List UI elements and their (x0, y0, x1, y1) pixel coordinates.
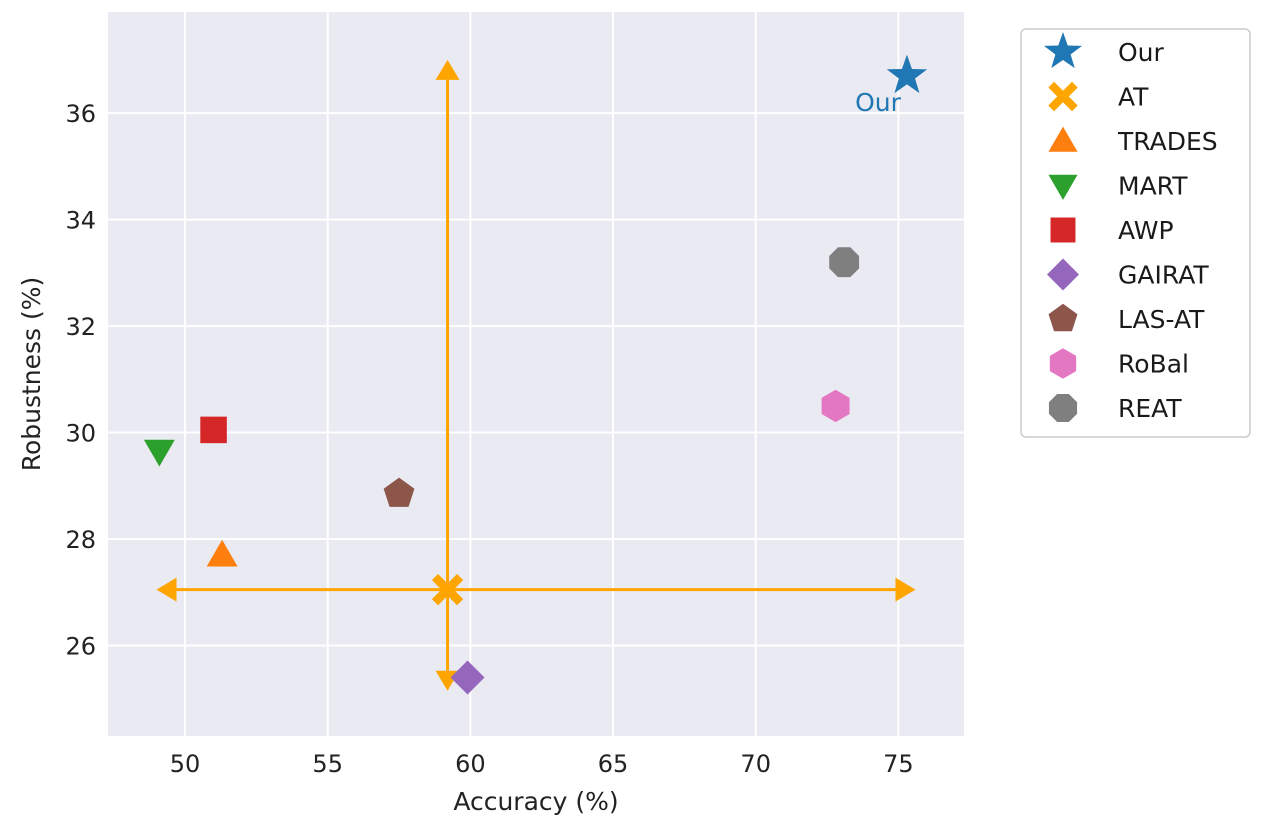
reference-arrows (156, 59, 916, 691)
x-tick-labels: 50 55 60 65 70 75 (170, 750, 914, 778)
arrow-head-left (156, 577, 177, 602)
grid (108, 12, 964, 736)
y-tick-label: 34 (65, 207, 96, 235)
legend-box (1020, 28, 1251, 438)
legend-label-reat: REAT (1118, 394, 1182, 423)
legend-label-las-at: LAS-AT (1118, 305, 1205, 334)
legend-marker-our (1043, 32, 1083, 69)
x-tick-label: 60 (455, 750, 486, 778)
point-robal (821, 389, 850, 423)
x-tick-label: 50 (170, 750, 201, 778)
data-points (143, 54, 928, 695)
legend: Our AT TRADES MART AWP GAIRAT LAS-AT RoBal REAT (1020, 28, 1251, 438)
legend-marker-awp (1050, 217, 1076, 243)
point-mart (143, 439, 175, 467)
legend-marker-las-at (1048, 303, 1078, 332)
legend-marker-gairat (1047, 258, 1079, 291)
legend-label-our: Our (1118, 38, 1165, 67)
y-tick-label: 26 (65, 633, 96, 661)
x-tick-label: 70 (740, 750, 771, 778)
plot-background (108, 12, 964, 736)
arrow-head-right (895, 577, 916, 602)
y-tick-labels: 26 28 30 32 34 36 (65, 100, 96, 660)
x-tick-label: 55 (312, 750, 343, 778)
legend-marker-at (1048, 81, 1078, 112)
legend-label-trades: TRADES (1117, 127, 1218, 156)
point-trades (206, 539, 238, 567)
legend-label-awp: AWP (1118, 216, 1174, 245)
y-tick-label: 30 (65, 420, 96, 448)
x-tick-label: 65 (598, 750, 629, 778)
point-gairat (450, 660, 485, 695)
point-our (886, 54, 928, 94)
point-awp (200, 416, 227, 444)
legend-marker-robal (1049, 348, 1077, 379)
y-axis-label: Robustness (%) (17, 277, 46, 472)
arrow-head-up (435, 59, 460, 80)
y-tick-label: 28 (65, 526, 96, 554)
legend-marker-reat (1048, 393, 1078, 423)
x-axis-label: Accuracy (%) (453, 787, 618, 816)
legend-marker-mart (1048, 174, 1078, 200)
y-tick-label: 36 (65, 100, 96, 128)
legend-label-at: AT (1118, 83, 1149, 112)
legend-label-gairat: GAIRAT (1118, 261, 1209, 290)
legend-marker-trades (1048, 126, 1078, 152)
x-tick-label: 75 (883, 750, 914, 778)
legend-label-robal: RoBal (1118, 350, 1189, 379)
point-at (431, 573, 464, 606)
legend-label-mart: MART (1118, 172, 1188, 201)
point-las-at (383, 477, 415, 507)
point-reat (829, 247, 860, 278)
annotation-our: Our (855, 88, 902, 117)
annotations: Our (855, 88, 902, 117)
y-tick-label: 32 (65, 313, 96, 341)
